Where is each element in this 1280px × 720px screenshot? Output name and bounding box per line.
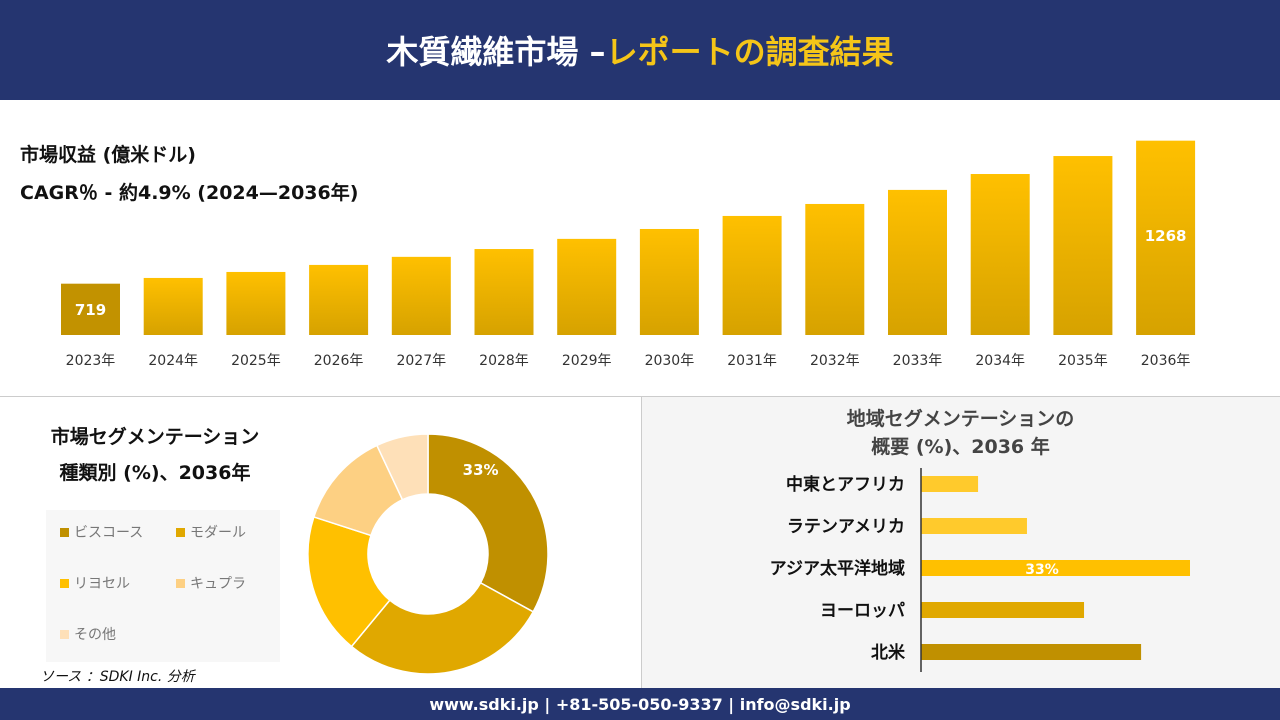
legend-label: その他 [74, 627, 116, 643]
year-tick-label: 2032年 [810, 353, 860, 369]
revenue-bar [722, 215, 782, 335]
legend-swatch [176, 527, 185, 537]
segment-title: 市場セグメンテーション [50, 426, 260, 448]
revenue-bar [888, 189, 947, 335]
source-note: ソース ：SDKI Inc. 分析 [40, 669, 195, 685]
bar-data-label: 1268 [1145, 227, 1187, 245]
revenue-bar [143, 277, 203, 335]
legend-label: リヨセル [74, 576, 130, 592]
region-bar [921, 560, 1190, 576]
year-tick-label: 2030年 [645, 353, 695, 369]
year-tick-label: 2024年 [148, 353, 198, 369]
legend-label: キュプラ [190, 576, 246, 592]
divider [0, 396, 1280, 397]
year-tick-label: 2025年 [231, 353, 281, 369]
bar-data-label: 719 [75, 301, 106, 319]
year-tick-label: 2033年 [893, 353, 943, 369]
revenue-bar [1053, 156, 1113, 335]
region-panel [641, 397, 1280, 688]
donut-slice [350, 581, 535, 675]
region-bar [921, 518, 1027, 534]
revenue-bar [226, 271, 286, 335]
legend-item: リヨセル [60, 573, 130, 593]
legend-label: ビスコース [74, 525, 144, 541]
year-tick-label: 2029年 [562, 353, 612, 369]
revenue-bar [557, 238, 617, 335]
footer-contact: www.sdki.jp | +81-505-050-9337 | info@sd… [0, 688, 1280, 720]
header-banner: 木質繊維市場 – レポートの調査結果 [0, 0, 1280, 100]
year-tick-label: 2027年 [396, 353, 446, 369]
year-tick-label: 2026年 [314, 353, 364, 369]
legend-swatch [60, 527, 69, 537]
revenue-bar [805, 203, 865, 335]
revenue-bar [639, 228, 699, 335]
year-tick-label: 2036年 [1141, 353, 1191, 369]
revenue-bar [391, 256, 451, 335]
page-title-accent: レポートの調査結果 [605, 33, 894, 71]
legend-item: ビスコース [60, 522, 143, 542]
type-donut-chart: 33% [307, 433, 549, 675]
legend-item: その他 [60, 624, 116, 644]
revenue-bar-chart: 2023年 719 2024年 2025年 2026年 2027年 2028年 2029年 20… [61, 140, 1196, 369]
region-data-label: 33% [1025, 562, 1059, 578]
cagr-label: CAGR％ - 約4.9% (2024—2036年) [20, 182, 359, 204]
year-tick-label: 2031年 [727, 353, 777, 369]
legend-item: キュプラ [176, 573, 246, 593]
legend-swatch [60, 629, 69, 639]
region-bar [921, 476, 979, 492]
region-bar [921, 644, 1142, 660]
region-bar [921, 602, 1085, 618]
year-tick-label: 2023年 [66, 353, 116, 369]
region-label: ラテンアメリカ [787, 517, 905, 537]
region-subtitle: 概要 (%)、2036 年 [871, 436, 1050, 458]
revenue-bar [309, 264, 369, 335]
legend-swatch [176, 578, 185, 588]
region-label: ヨーロッパ [820, 601, 905, 621]
slice-data-label: 33% [463, 461, 499, 479]
year-tick-label: 2028年 [479, 353, 529, 369]
revenue-bar [61, 283, 120, 335]
revenue-bar [970, 174, 1030, 335]
region-label: 中東とアフリカ [786, 474, 905, 495]
legend-label: モダール [190, 525, 246, 541]
region-label: 北米 [871, 642, 906, 663]
type-legend: ビスコース モダールリヨセル キュプラその他 [46, 510, 280, 662]
revenue-bar [474, 249, 534, 335]
revenue-label: 市場収益 (億米ドル) [20, 144, 196, 166]
donut-slice [375, 433, 429, 501]
revenue-bar [1136, 140, 1196, 335]
segment-subtitle: 種類別 (%)、2036年 [59, 462, 251, 484]
year-tick-label: 2034年 [975, 353, 1025, 369]
legend-item: モダール [176, 522, 246, 542]
legend-swatch [60, 578, 69, 588]
region-label: アジア太平洋地域 [770, 558, 905, 579]
year-tick-label: 2035年 [1058, 353, 1108, 369]
page-title: 木質繊維市場 – [386, 33, 606, 71]
region-title: 地域セグメンテーションの [846, 408, 1075, 430]
donut-slice [427, 433, 549, 613]
